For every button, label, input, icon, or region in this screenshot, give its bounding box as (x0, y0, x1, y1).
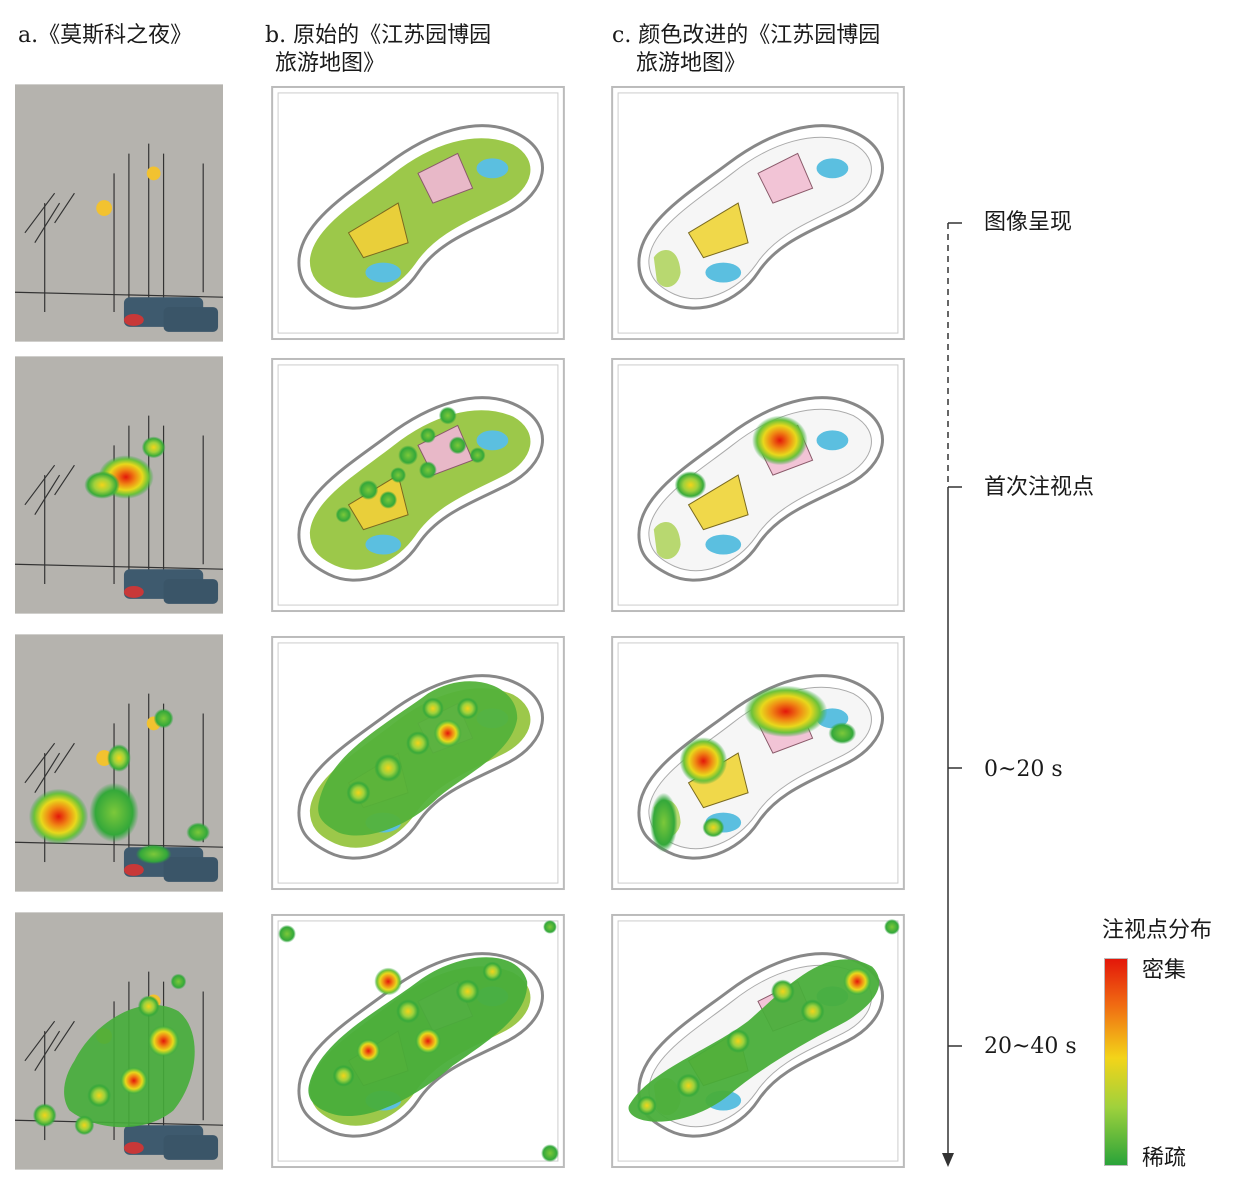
panel-c-first-fixation (608, 356, 908, 614)
column-b-title-line2: 旅游地图》 (275, 51, 386, 76)
heat-blob (186, 822, 211, 843)
heat-blob (398, 445, 418, 466)
heat-blob (135, 844, 172, 865)
heat-blob (438, 406, 457, 425)
heat-blob (379, 490, 398, 509)
heat-blob (137, 995, 160, 1018)
heat-blob (74, 1115, 95, 1136)
heat-blob (649, 792, 678, 853)
heat-blob (752, 415, 808, 466)
heat-blob (153, 708, 174, 729)
heat-blob (702, 817, 725, 838)
heat-blob (456, 697, 479, 720)
panel-c-20-40s (608, 912, 908, 1170)
heat-blob (469, 447, 486, 464)
column-b-title-line1: b. 原始的《江苏园博园 (265, 23, 492, 48)
panel-a-20-40s (15, 912, 223, 1170)
heat-blob (448, 436, 467, 455)
legend-high-label: 密集 (1142, 958, 1187, 983)
heat-blob (356, 1039, 381, 1063)
heat-blob (421, 697, 444, 720)
heat-blob (455, 979, 480, 1004)
heat-blob (332, 1064, 355, 1087)
heat-blob (170, 973, 187, 990)
panel-c-image-presentation (608, 84, 908, 342)
heat-blob (418, 461, 437, 480)
panel-a-0-20s (15, 634, 223, 892)
timeline-label-image-presentation: 图像呈现 (984, 210, 1073, 235)
heat-blob (358, 480, 379, 500)
timeline-label-0-20s: 0~20 s (984, 757, 1063, 782)
heat-blob (415, 1028, 441, 1054)
heat-blob (87, 1083, 112, 1108)
heat-blob (884, 918, 900, 935)
heat-blob (543, 919, 557, 934)
heat-blob (636, 1095, 657, 1116)
panel-a-image-presentation (15, 84, 223, 342)
heat-blob (744, 685, 828, 738)
heat-blob (770, 979, 795, 1004)
heat-blob (419, 427, 436, 444)
heat-blob (84, 471, 120, 499)
panel-b-image-presentation (268, 84, 568, 342)
heat-blob (374, 967, 403, 996)
legend-title: 注视点分布 (1102, 918, 1213, 943)
column-c-title-line1: c. 颜色改进的《江苏园博园 (612, 23, 881, 48)
heat-blob (390, 467, 407, 484)
heat-blob (141, 436, 166, 459)
heat-blob (374, 754, 403, 782)
heat-blob (147, 1025, 180, 1057)
heat-blob (674, 471, 707, 499)
heat-blob (28, 788, 89, 845)
heat-blob (433, 719, 462, 748)
timeline-axis (942, 222, 962, 1167)
column-c-title-line2: 旅游地图》 (636, 51, 747, 76)
heat-blob (32, 1103, 57, 1128)
panel-b-first-fixation (268, 356, 568, 614)
heat-blob (119, 1066, 148, 1095)
panel-a-first-fixation (15, 356, 223, 614)
heat-blob (396, 999, 420, 1024)
panel-b-20-40s (268, 912, 568, 1170)
timeline-label-first-fixation: 首次注视点 (984, 475, 1095, 500)
heat-blob (335, 506, 352, 523)
heat-blob (676, 1073, 701, 1098)
heat-blob (482, 961, 503, 982)
heat-blob (679, 737, 728, 785)
heat-blob (828, 722, 857, 745)
heat-blob (346, 780, 371, 805)
panel-c-0-20s (608, 634, 908, 892)
heat-blob (406, 731, 430, 756)
legend-low-label: 稀疏 (1142, 1146, 1187, 1171)
heat-blob (278, 924, 296, 943)
timeline-label-20-40s: 20~40 s (984, 1034, 1077, 1059)
heat-blob (800, 999, 825, 1024)
column-a-title: a.《莫斯科之夜》 (18, 23, 193, 48)
heat-blob (541, 1144, 559, 1163)
legend-color-scale (1104, 958, 1128, 1166)
heat-blob (843, 967, 872, 996)
panel-b-0-20s (268, 634, 568, 892)
heat-blob (89, 782, 139, 843)
heat-blob (107, 744, 131, 772)
heat-blob (726, 1029, 751, 1053)
